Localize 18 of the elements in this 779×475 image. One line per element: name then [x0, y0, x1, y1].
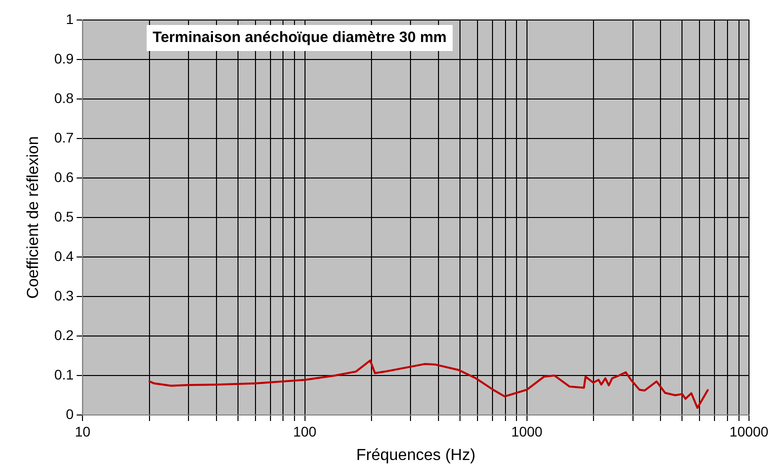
y-tick-label: 0.2: [54, 326, 74, 343]
x-tick-label: 10: [74, 423, 91, 440]
y-tick-label: 0.6: [54, 168, 74, 185]
x-axis-title: Fréquences (Hz): [356, 446, 476, 464]
y-tick-label: 0.5: [54, 208, 74, 224]
y-tick-label: 0.4: [54, 248, 74, 264]
x-tick-label: 10000: [730, 423, 769, 440]
x-tick-label: 1000: [511, 423, 543, 440]
x-tick-label: 100: [293, 423, 317, 440]
y-tick-label: 0.7: [54, 129, 74, 146]
y-tick-label: 0.1: [54, 366, 74, 382]
y-tick-label: 0.8: [54, 90, 74, 106]
y-tick-label: 0.3: [54, 287, 74, 304]
text: Terminaison anéchoïque diamètre 30 mm: [152, 29, 447, 46]
y-tick-label: 1: [66, 10, 74, 27]
y-tick-label: 0: [66, 406, 74, 422]
y-axis-title: Coefficient de réflexion: [25, 136, 42, 299]
y-tick-label: 0.9: [54, 50, 74, 66]
